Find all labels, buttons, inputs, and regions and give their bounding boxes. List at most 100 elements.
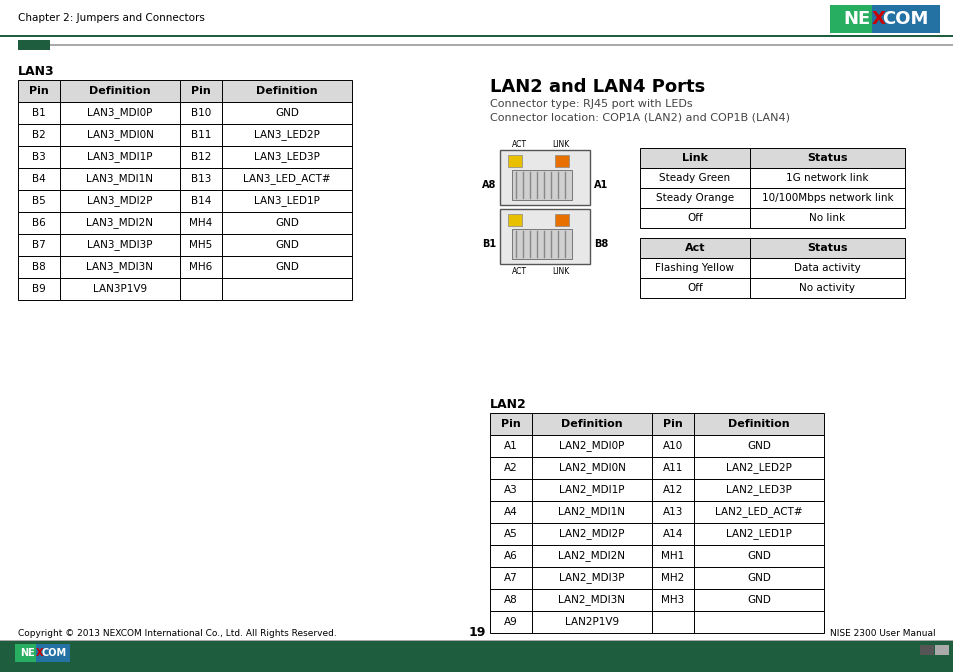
Bar xyxy=(60,102,180,124)
Text: LAN3_LED_ACT#: LAN3_LED_ACT# xyxy=(243,173,331,184)
Bar xyxy=(490,545,532,567)
Text: A6: A6 xyxy=(503,551,517,561)
Bar xyxy=(829,5,871,33)
Bar xyxy=(490,413,532,435)
Text: Status: Status xyxy=(806,153,847,163)
Bar xyxy=(180,278,222,300)
Bar xyxy=(749,258,904,278)
Text: LAN2_MDI3N: LAN2_MDI3N xyxy=(558,595,625,605)
Bar xyxy=(222,190,352,212)
Text: A9: A9 xyxy=(503,617,517,627)
Bar xyxy=(60,80,180,102)
Bar xyxy=(222,124,352,146)
Bar xyxy=(871,5,939,33)
Text: B7: B7 xyxy=(32,240,46,250)
Text: LAN3_MDI0P: LAN3_MDI0P xyxy=(88,108,152,118)
Text: MH4: MH4 xyxy=(190,218,213,228)
Bar xyxy=(693,567,823,589)
Text: Definition: Definition xyxy=(256,86,317,96)
Text: LAN3_MDI2P: LAN3_MDI2P xyxy=(87,196,152,206)
Bar xyxy=(693,523,823,545)
Bar xyxy=(749,238,904,258)
Text: GND: GND xyxy=(274,262,298,272)
Bar xyxy=(180,190,222,212)
Text: Chapter 2: Jumpers and Connectors: Chapter 2: Jumpers and Connectors xyxy=(18,13,205,23)
Text: GND: GND xyxy=(746,595,770,605)
Bar xyxy=(749,278,904,298)
Bar xyxy=(693,501,823,523)
Bar xyxy=(60,278,180,300)
Text: Definition: Definition xyxy=(89,86,151,96)
Text: LAN2_MDI1P: LAN2_MDI1P xyxy=(558,485,624,495)
Text: A11: A11 xyxy=(662,463,682,473)
Bar xyxy=(532,545,651,567)
Text: NE: NE xyxy=(20,648,35,658)
Bar xyxy=(639,238,749,258)
Text: A13: A13 xyxy=(662,507,682,517)
Text: B8: B8 xyxy=(594,239,608,249)
Text: LAN2_MDI1N: LAN2_MDI1N xyxy=(558,507,625,517)
Bar xyxy=(222,146,352,168)
Bar xyxy=(490,457,532,479)
Bar xyxy=(507,155,521,167)
Text: Definition: Definition xyxy=(560,419,622,429)
Bar xyxy=(50,44,953,46)
Text: NISE 2300 User Manual: NISE 2300 User Manual xyxy=(829,628,935,638)
Bar xyxy=(180,80,222,102)
Text: LINK: LINK xyxy=(552,140,569,149)
Text: LAN2_LED_ACT#: LAN2_LED_ACT# xyxy=(715,507,802,517)
Text: LAN2: LAN2 xyxy=(490,398,526,411)
Bar xyxy=(532,501,651,523)
Bar xyxy=(180,168,222,190)
Bar xyxy=(532,567,651,589)
Text: Act: Act xyxy=(684,243,704,253)
Text: A4: A4 xyxy=(503,507,517,517)
Text: Pin: Pin xyxy=(662,419,682,429)
Bar xyxy=(490,611,532,633)
Bar xyxy=(651,589,693,611)
Text: GND: GND xyxy=(274,240,298,250)
Text: A7: A7 xyxy=(503,573,517,583)
Bar xyxy=(60,146,180,168)
Bar xyxy=(555,155,568,167)
Text: Pin: Pin xyxy=(500,419,520,429)
Bar xyxy=(18,124,60,146)
Bar xyxy=(749,148,904,168)
Bar xyxy=(18,190,60,212)
Bar xyxy=(532,435,651,457)
Text: Steady Orange: Steady Orange xyxy=(656,193,733,203)
Bar xyxy=(180,124,222,146)
Bar xyxy=(18,102,60,124)
Bar xyxy=(639,188,749,208)
Text: B2: B2 xyxy=(32,130,46,140)
Bar xyxy=(693,589,823,611)
Bar xyxy=(18,234,60,256)
Bar xyxy=(639,208,749,228)
Text: ACT: ACT xyxy=(512,267,526,276)
Bar xyxy=(180,212,222,234)
Bar xyxy=(749,168,904,188)
Bar xyxy=(60,124,180,146)
Bar xyxy=(555,214,568,226)
Text: B14: B14 xyxy=(191,196,211,206)
Text: 10/100Mbps network link: 10/100Mbps network link xyxy=(760,193,892,203)
Bar xyxy=(693,457,823,479)
Text: B1: B1 xyxy=(32,108,46,118)
Bar xyxy=(490,589,532,611)
Text: LAN2_LED2P: LAN2_LED2P xyxy=(725,462,791,474)
Bar xyxy=(651,501,693,523)
Text: Off: Off xyxy=(686,213,702,223)
Bar xyxy=(15,644,36,662)
Text: A3: A3 xyxy=(503,485,517,495)
Text: 1G network link: 1G network link xyxy=(785,173,868,183)
Text: LAN2_MDI2N: LAN2_MDI2N xyxy=(558,550,625,561)
Bar xyxy=(180,256,222,278)
Bar xyxy=(934,645,948,655)
Bar xyxy=(639,278,749,298)
Bar xyxy=(512,229,572,259)
Bar xyxy=(507,214,521,226)
Text: 19: 19 xyxy=(468,626,485,640)
Bar xyxy=(222,256,352,278)
Text: LAN2_MDI0N: LAN2_MDI0N xyxy=(558,462,625,474)
Text: LAN3_MDI3P: LAN3_MDI3P xyxy=(87,239,152,251)
